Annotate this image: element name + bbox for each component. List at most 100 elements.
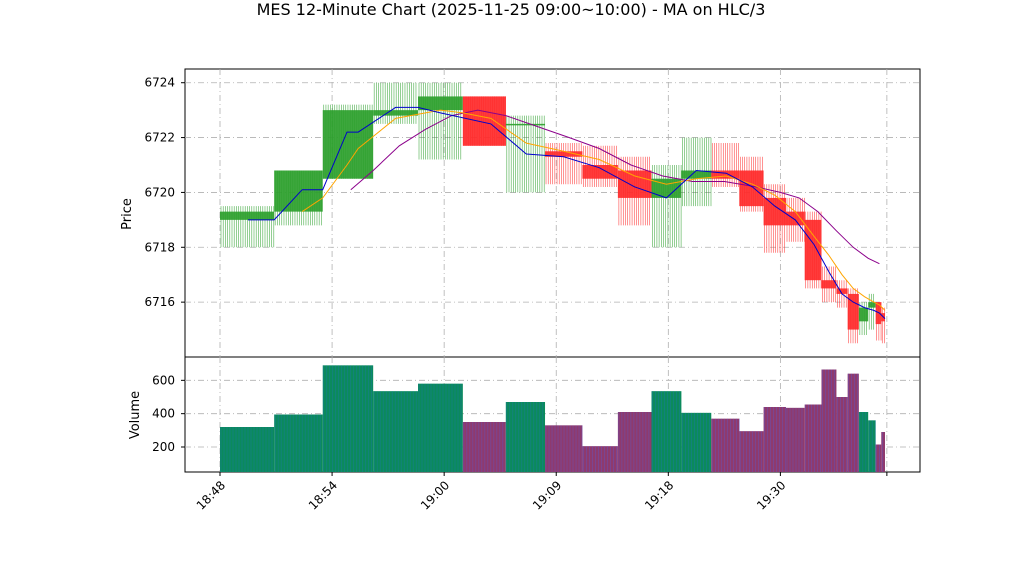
volume-bar-body [875, 444, 882, 472]
volume-bar-body [373, 391, 419, 472]
x-tick-label: 19:09 [530, 478, 564, 512]
candle [785, 197, 805, 242]
candle [322, 104, 374, 179]
volume-bar [881, 432, 885, 472]
volume-bar [373, 391, 419, 472]
candle [847, 288, 859, 344]
candle [582, 145, 618, 187]
volume-bar-body [711, 418, 740, 472]
ma-fast-line [248, 106, 886, 319]
candle-body [847, 293, 859, 330]
volume-bar-body [220, 427, 275, 472]
volume-bar-body [804, 404, 822, 472]
volume-bar-body [545, 425, 583, 472]
candle [711, 143, 740, 187]
volume-bar [804, 404, 822, 472]
volume-bar [868, 420, 876, 472]
volume-tick-label: 600 [152, 373, 175, 387]
volume-bar-body [785, 407, 805, 472]
volume-bar [875, 444, 882, 472]
volume-bar-body [763, 407, 786, 472]
volume-bar [274, 414, 323, 472]
candle-body [582, 165, 618, 179]
ma-slow-line [350, 109, 880, 265]
candle-body [681, 170, 712, 179]
candle [418, 82, 463, 160]
candle [763, 184, 786, 253]
volume-axis-label: Volume [128, 391, 143, 439]
candle-body [739, 170, 764, 207]
volume-bar-body [858, 412, 869, 472]
y-axis-label: Price [120, 198, 135, 230]
volume-bar [617, 412, 652, 472]
volume-bar-body [651, 391, 682, 472]
volume-bar-body [418, 383, 463, 472]
x-tick-label: 19:30 [754, 478, 788, 512]
candle-body [220, 211, 275, 220]
volume-bar-body [881, 432, 885, 472]
volume-bar [220, 427, 275, 472]
candle [274, 170, 323, 226]
volume-bar [462, 422, 506, 472]
candle [220, 206, 275, 248]
candle-body [711, 170, 740, 179]
candle [739, 156, 764, 212]
candle [545, 143, 583, 185]
y-tick-label: 6720 [144, 185, 175, 199]
volume-bar [582, 446, 618, 472]
volume-bar-body [617, 412, 652, 472]
volume-tick-label: 200 [152, 440, 175, 454]
candle-body [418, 96, 463, 111]
candle-body [858, 307, 869, 322]
volume-bar [836, 397, 848, 472]
volume-bar [711, 418, 740, 472]
candle [651, 165, 682, 248]
moving-averages-layer [248, 106, 886, 319]
volume-bar [847, 373, 859, 472]
volume-bar [763, 407, 786, 472]
candle [821, 266, 837, 303]
candle [462, 96, 506, 146]
volume-bar [821, 369, 837, 472]
volume-bar-body [505, 402, 546, 472]
volume-bar-body [847, 373, 859, 472]
candle-body [322, 110, 374, 179]
volume-bar [322, 365, 374, 472]
volume-bar [681, 412, 712, 472]
candle-body [505, 123, 546, 126]
volume-bar-body [462, 422, 506, 472]
candle [875, 302, 882, 341]
volume-bar-body [739, 431, 764, 472]
ma-mid-line [301, 109, 886, 311]
y-tick-label: 6718 [144, 240, 175, 254]
y-tick-label: 6716 [144, 295, 175, 309]
y-tick-label: 6724 [144, 76, 175, 90]
candle [881, 307, 885, 344]
chart-title: MES 12-Minute Chart (2025-11-25 09:00~10… [256, 0, 766, 19]
volume-bars-layer [220, 365, 885, 472]
volume-bar [505, 402, 546, 472]
candle-body [804, 219, 822, 281]
volume-bar [545, 425, 583, 472]
x-tick-label: 18:54 [306, 478, 340, 512]
volume-bar-body [582, 446, 618, 472]
candle-body [836, 288, 848, 294]
volume-bar-body [681, 412, 712, 472]
volume-bar-body [274, 414, 323, 472]
candle-body [763, 197, 786, 226]
y-tick-label: 6722 [144, 131, 175, 145]
candle-body [617, 170, 652, 198]
candle-body [545, 151, 583, 157]
x-tick-label: 19:18 [642, 478, 676, 512]
volume-bar [739, 431, 764, 472]
volume-bar [785, 407, 805, 472]
volume-tick-label: 400 [152, 407, 175, 421]
volume-bar [858, 412, 869, 472]
candle-body [868, 302, 876, 308]
candle [681, 137, 712, 207]
candle [804, 211, 822, 289]
candle [617, 156, 652, 226]
candle-body [373, 110, 419, 116]
volume-bar [651, 391, 682, 472]
